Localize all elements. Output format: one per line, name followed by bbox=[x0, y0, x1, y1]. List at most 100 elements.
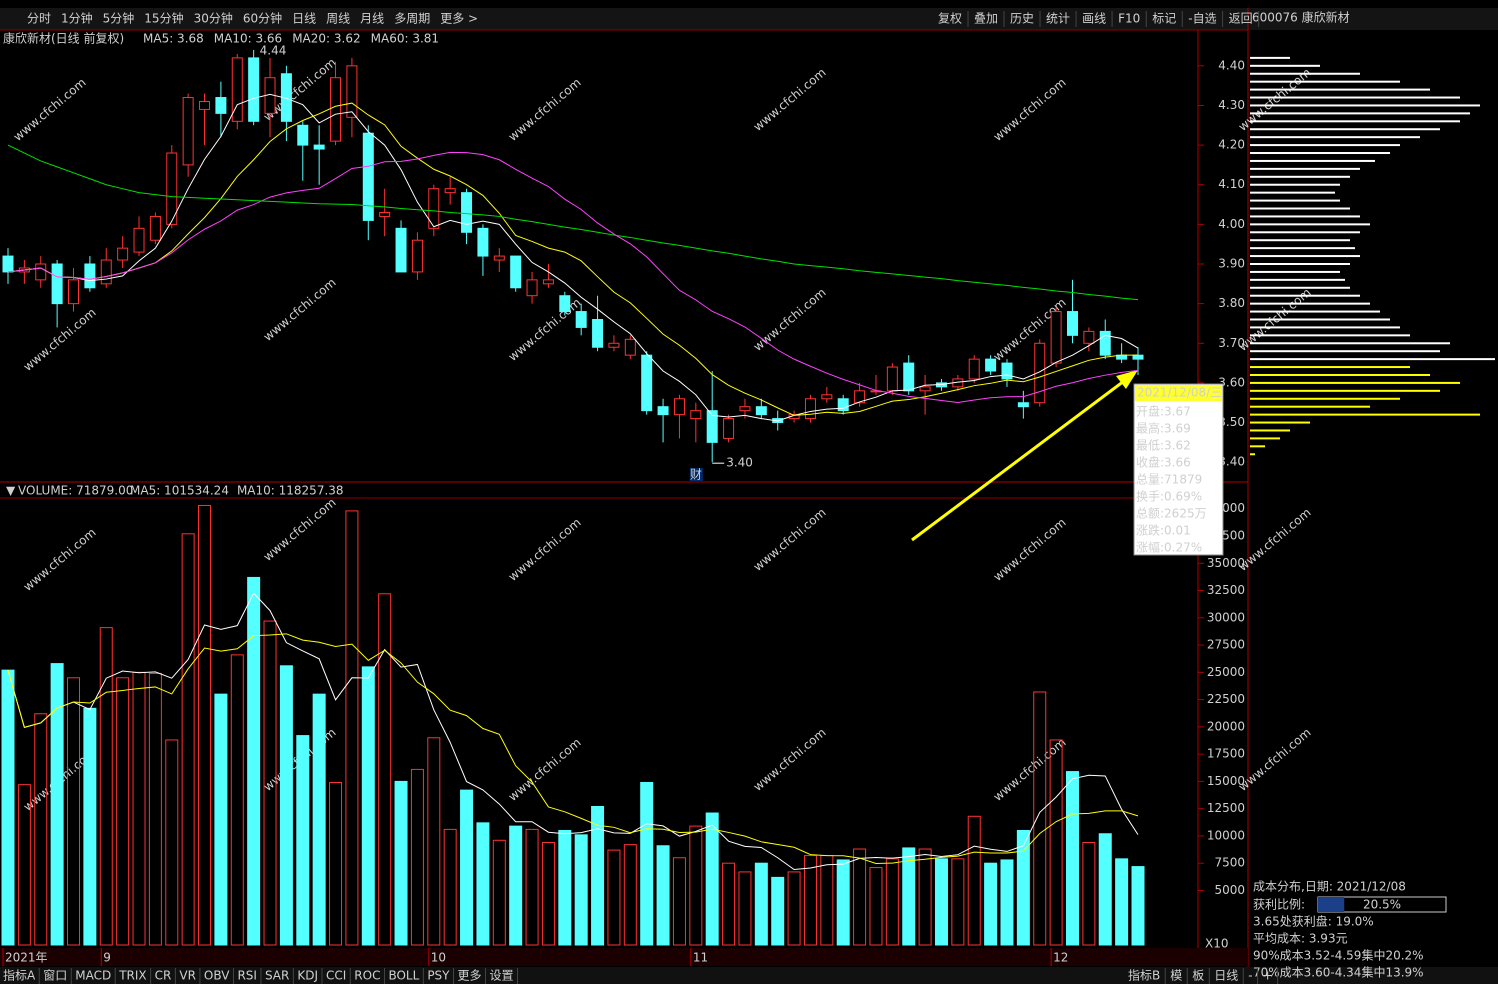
profit-ratio: 20.5% bbox=[1363, 898, 1401, 912]
candle-body bbox=[723, 418, 735, 439]
cost-bar bbox=[1250, 152, 1390, 155]
volume-bar bbox=[853, 848, 867, 946]
cost-bar bbox=[1250, 88, 1430, 91]
cost-bar bbox=[1250, 318, 1390, 321]
cost-bar bbox=[1250, 326, 1400, 329]
panel-tab[interactable]: 模 bbox=[1170, 969, 1182, 983]
panel-tab[interactable]: 日线 bbox=[1214, 969, 1238, 983]
volume-bar bbox=[83, 707, 97, 946]
volume-bar bbox=[574, 834, 588, 946]
volume-bar bbox=[689, 825, 703, 946]
candle-body bbox=[2, 255, 14, 273]
tool-button[interactable]: F10 bbox=[1118, 12, 1140, 26]
tool-button[interactable]: 复权 bbox=[938, 12, 962, 26]
cost-bar bbox=[1250, 96, 1460, 99]
tool-button[interactable]: 统计 bbox=[1046, 12, 1070, 26]
y-tick-label: 35000 bbox=[1207, 556, 1245, 570]
volume-bar bbox=[492, 839, 506, 946]
indicator-tab[interactable]: 指标A bbox=[3, 968, 36, 983]
period-tab[interactable]: 月线 bbox=[360, 12, 384, 26]
period-tab[interactable]: 60分钟 bbox=[243, 11, 282, 26]
cost-bar bbox=[1250, 199, 1340, 202]
x-axis-bar bbox=[0, 948, 1248, 966]
tool-button[interactable]: -自选 bbox=[1188, 12, 1216, 26]
volume-bar bbox=[296, 735, 310, 946]
tooltip-row: 开盘:3.67 bbox=[1136, 404, 1191, 419]
indicator-tab[interactable]: SAR bbox=[265, 969, 289, 983]
period-tab[interactable]: 5分钟 bbox=[103, 11, 135, 26]
candle-body bbox=[1083, 330, 1095, 344]
y-tick-label: 3.60 bbox=[1218, 375, 1245, 389]
indicator-tab[interactable]: CCI bbox=[326, 969, 346, 983]
indicator-tab[interactable]: ROC bbox=[354, 969, 380, 983]
volume-bar bbox=[869, 867, 883, 946]
indicator-tab[interactable]: KDJ bbox=[297, 969, 318, 983]
tooltip-row: 总量:71879 bbox=[1136, 473, 1202, 487]
candle-body bbox=[117, 247, 129, 261]
candle-body bbox=[100, 259, 112, 285]
x-tick-label: 9 bbox=[103, 951, 111, 965]
indicator-tab[interactable]: PSY bbox=[427, 969, 450, 983]
candle-body bbox=[804, 398, 816, 420]
period-tab[interactable]: 分时 bbox=[27, 12, 51, 26]
indicator-tab[interactable]: CR bbox=[155, 969, 172, 983]
candle-body bbox=[248, 57, 260, 122]
candle-body bbox=[330, 77, 342, 142]
indicator-tab[interactable]: RSI bbox=[237, 969, 257, 983]
cost-bar bbox=[1250, 223, 1370, 226]
panel-tab[interactable]: 板 bbox=[1192, 969, 1204, 983]
y-tick-label: 4.20 bbox=[1218, 138, 1245, 152]
tool-button[interactable]: 历史 bbox=[1010, 12, 1034, 26]
period-tab[interactable]: 周线 bbox=[326, 12, 350, 26]
panel-tab[interactable]: 指标B bbox=[1128, 968, 1160, 983]
volume-bar bbox=[803, 855, 817, 946]
tool-button[interactable]: 叠加 bbox=[974, 12, 998, 26]
candle-body bbox=[919, 386, 931, 392]
candle-body bbox=[985, 358, 997, 372]
panel-tab[interactable]: - bbox=[1248, 969, 1252, 983]
y-tick-label: 3.80 bbox=[1218, 296, 1245, 310]
cost-bar bbox=[1250, 310, 1380, 313]
tooltip-row: 涨幅:0.27% bbox=[1136, 540, 1202, 555]
tool-button[interactable]: 画线 bbox=[1082, 12, 1106, 26]
tooltip-row: 最高:3.69 bbox=[1136, 421, 1191, 436]
candle-body bbox=[411, 239, 423, 273]
period-tab[interactable]: 更多 > bbox=[440, 12, 478, 26]
indicator-tab[interactable]: 设置 bbox=[490, 969, 514, 983]
profit-fill bbox=[1318, 897, 1345, 912]
period-tab[interactable]: 多周期 bbox=[394, 12, 430, 26]
cost-bar bbox=[1250, 445, 1265, 448]
y-tick-label: 25000 bbox=[1207, 665, 1245, 679]
indicator-tab[interactable]: 更多 bbox=[458, 969, 482, 983]
x-tick-label: 11 bbox=[693, 951, 708, 965]
scale-label: X10 bbox=[1205, 937, 1229, 951]
y-tick-label: 4.10 bbox=[1218, 177, 1245, 191]
tool-button[interactable]: 返回 bbox=[1229, 12, 1253, 26]
cost-bar bbox=[1250, 278, 1345, 281]
period-tab[interactable]: 日线 bbox=[292, 12, 316, 26]
indicator-tab[interactable]: MACD bbox=[75, 969, 111, 983]
profit-label: 获利比例: bbox=[1253, 898, 1305, 912]
indicator-tab[interactable]: VR bbox=[179, 969, 196, 983]
volume-bar bbox=[885, 858, 899, 946]
indicator-tab[interactable]: OBV bbox=[204, 969, 230, 983]
candle-body bbox=[215, 97, 227, 114]
tool-button[interactable]: 标记 bbox=[1152, 12, 1176, 26]
y-tick-label: 10000 bbox=[1207, 828, 1245, 842]
indicator-tab[interactable]: 窗口 bbox=[43, 969, 67, 983]
volume-bar bbox=[476, 822, 490, 946]
period-tab[interactable]: 30分钟 bbox=[194, 11, 233, 26]
cost-bar bbox=[1250, 112, 1470, 115]
period-tab[interactable]: 1分钟 bbox=[61, 11, 93, 26]
panel-tab[interactable]: + bbox=[1263, 969, 1273, 983]
candle-body bbox=[493, 255, 505, 261]
indicator-tab[interactable]: TRIX bbox=[118, 969, 146, 983]
volume-bar bbox=[672, 857, 686, 946]
y-tick-label: 3.70 bbox=[1218, 336, 1245, 350]
volume-bar bbox=[181, 533, 195, 946]
indicator-tab[interactable]: BOLL bbox=[388, 969, 419, 983]
period-tab[interactable]: 15分钟 bbox=[144, 11, 183, 26]
candle-body bbox=[739, 406, 751, 412]
volume-bar bbox=[148, 672, 162, 946]
volume-bar bbox=[312, 693, 326, 946]
